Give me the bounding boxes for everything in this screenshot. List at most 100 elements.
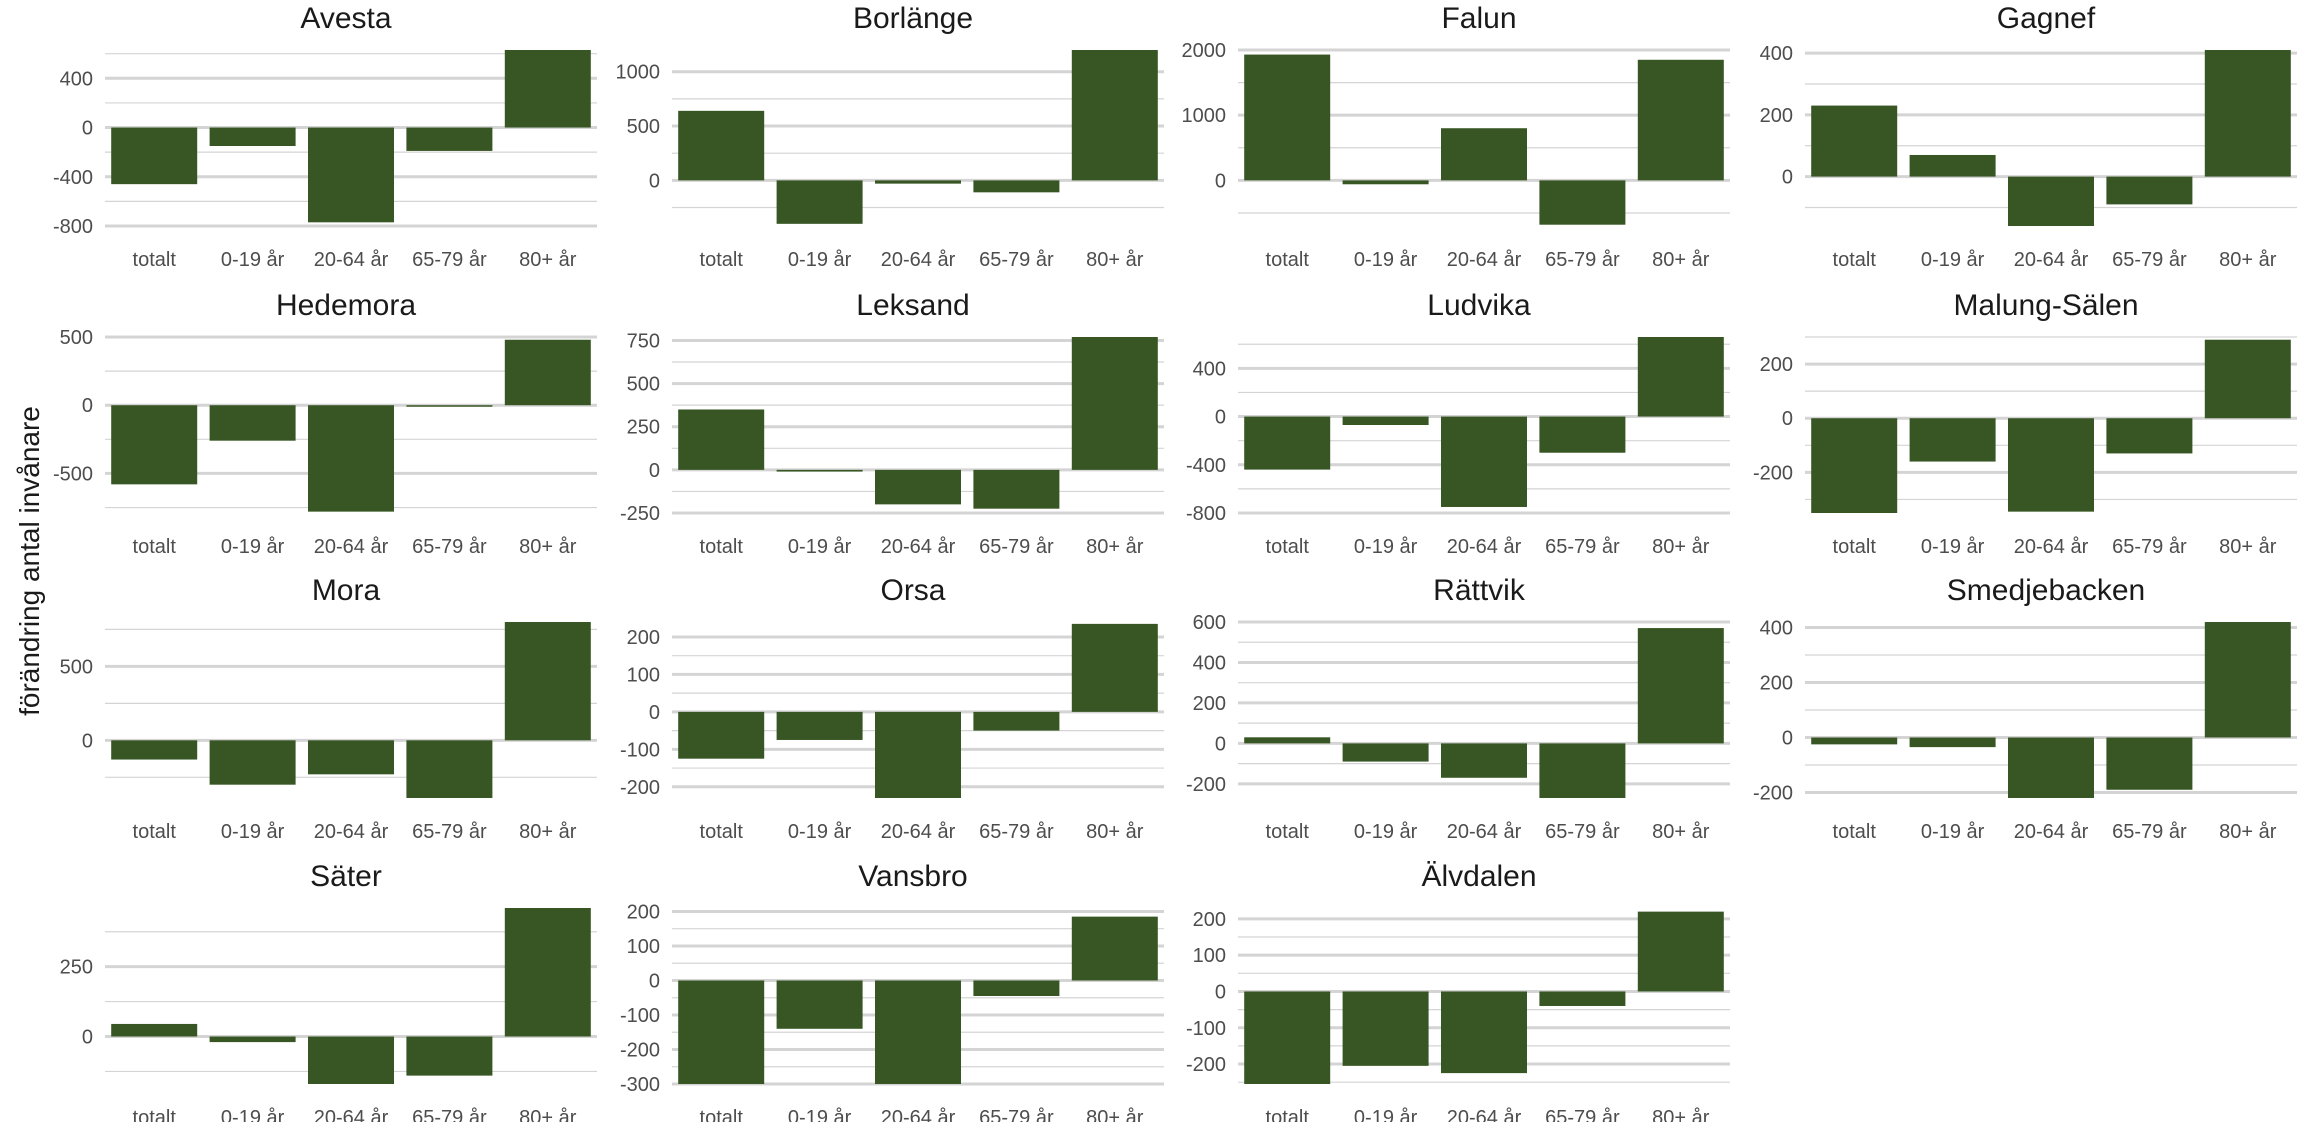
y-tick-label: 0 bbox=[1215, 170, 1226, 192]
bar bbox=[1342, 991, 1429, 1066]
bar bbox=[2106, 176, 2193, 205]
bar bbox=[678, 110, 765, 181]
x-tick-label: totalt bbox=[1266, 1107, 1310, 1122]
x-tick-label: 80+ år bbox=[1652, 1107, 1710, 1122]
x-tick-label: 0-19 år bbox=[221, 536, 285, 558]
x-tick-label: 0-19 år bbox=[1354, 249, 1418, 271]
bar bbox=[504, 622, 591, 741]
panel-title: Falun bbox=[1441, 2, 1516, 35]
bar bbox=[1539, 180, 1626, 225]
y-tick-label: 200 bbox=[1193, 909, 1226, 931]
bar bbox=[1637, 337, 1724, 417]
y-tick-label: -200 bbox=[1186, 1054, 1226, 1076]
bar bbox=[1342, 180, 1429, 185]
x-tick-label: totalt bbox=[133, 249, 177, 271]
x-tick-label: 20-64 år bbox=[881, 821, 956, 843]
panel-title: Ludvika bbox=[1427, 289, 1531, 322]
x-tick-label: 80+ år bbox=[1652, 821, 1710, 843]
bar bbox=[1244, 54, 1331, 181]
y-tick-label: 0 bbox=[649, 460, 660, 482]
bar bbox=[1539, 991, 1626, 1006]
bar bbox=[678, 980, 765, 1084]
bar bbox=[1071, 623, 1158, 712]
panel-title: Avesta bbox=[300, 2, 391, 35]
bar bbox=[1071, 50, 1158, 181]
y-tick-label: 500 bbox=[627, 374, 660, 396]
y-tick-label: -200 bbox=[1753, 783, 1793, 805]
bar bbox=[504, 50, 591, 128]
bar bbox=[406, 405, 493, 407]
y-tick-label: 0 bbox=[1782, 728, 1793, 750]
x-tick-label: 0-19 år bbox=[221, 249, 285, 271]
x-tick-label: 65-79 år bbox=[979, 821, 1054, 843]
y-tick-label: 1000 bbox=[616, 62, 661, 84]
bar bbox=[875, 711, 961, 798]
x-tick-label: totalt bbox=[1833, 821, 1877, 843]
bar bbox=[1909, 737, 1996, 748]
bar bbox=[1441, 991, 1527, 1074]
panel-title: Rättvik bbox=[1433, 574, 1526, 607]
bar bbox=[776, 980, 863, 1029]
bar bbox=[209, 405, 296, 441]
bar bbox=[111, 740, 198, 760]
bar bbox=[2106, 418, 2193, 454]
x-tick-label: totalt bbox=[1266, 821, 1310, 843]
bar bbox=[2008, 737, 2094, 798]
x-tick-label: 20-64 år bbox=[881, 1107, 956, 1122]
y-tick-label: 0 bbox=[1215, 981, 1226, 1003]
x-tick-label: 65-79 år bbox=[1545, 536, 1620, 558]
bar bbox=[2204, 339, 2291, 419]
bar bbox=[875, 469, 961, 505]
y-tick-label: 100 bbox=[627, 664, 660, 686]
bar bbox=[1441, 128, 1527, 181]
bar bbox=[504, 908, 591, 1037]
y-tick-label: 100 bbox=[1193, 945, 1226, 967]
bar bbox=[973, 711, 1060, 731]
y-tick-label: -250 bbox=[620, 503, 660, 525]
y-tick-label: 100 bbox=[627, 936, 660, 958]
x-tick-label: totalt bbox=[700, 536, 744, 558]
y-tick-label: 250 bbox=[627, 417, 660, 439]
x-tick-label: 65-79 år bbox=[2112, 536, 2187, 558]
y-tick-label: 250 bbox=[60, 957, 93, 979]
bar bbox=[1342, 743, 1429, 762]
x-tick-label: 20-64 år bbox=[1447, 249, 1522, 271]
x-tick-label: totalt bbox=[1833, 536, 1877, 558]
y-tick-label: 200 bbox=[627, 901, 660, 923]
bar bbox=[308, 405, 394, 512]
y-tick-label: -200 bbox=[1753, 462, 1793, 484]
y-tick-label: 200 bbox=[1193, 693, 1226, 715]
y-tick-label: -100 bbox=[1186, 1018, 1226, 1040]
x-tick-label: 65-79 år bbox=[1545, 821, 1620, 843]
bar bbox=[678, 711, 765, 759]
x-tick-label: 0-19 år bbox=[788, 1107, 852, 1122]
x-tick-label: 0-19 år bbox=[1354, 1107, 1418, 1122]
x-tick-label: 20-64 år bbox=[314, 1107, 389, 1122]
y-tick-label: 0 bbox=[1215, 407, 1226, 429]
y-tick-label: 0 bbox=[649, 970, 660, 992]
y-tick-label: 200 bbox=[1760, 673, 1793, 695]
y-tick-label: -800 bbox=[53, 216, 93, 238]
x-tick-label: 65-79 år bbox=[412, 1107, 487, 1122]
y-tick-label: 400 bbox=[1760, 43, 1793, 65]
x-tick-label: 65-79 år bbox=[412, 536, 487, 558]
bar bbox=[1909, 154, 1996, 177]
bar bbox=[1071, 337, 1158, 470]
y-tick-label: 500 bbox=[627, 116, 660, 138]
bar bbox=[973, 980, 1060, 996]
x-tick-label: 80+ år bbox=[1086, 536, 1144, 558]
x-tick-label: 20-64 år bbox=[1447, 821, 1522, 843]
panel-title: Gagnef bbox=[1997, 2, 2096, 35]
y-tick-label: 600 bbox=[1193, 612, 1226, 634]
y-tick-label: 400 bbox=[1193, 358, 1226, 380]
y-tick-label: -100 bbox=[620, 739, 660, 761]
x-tick-label: 20-64 år bbox=[2014, 821, 2089, 843]
y-tick-label: 0 bbox=[1782, 408, 1793, 430]
x-tick-label: 20-64 år bbox=[1447, 1107, 1522, 1122]
bar bbox=[209, 740, 296, 785]
x-tick-label: 65-79 år bbox=[1545, 1107, 1620, 1122]
x-tick-label: 80+ år bbox=[1086, 821, 1144, 843]
panel-title: Mora bbox=[312, 574, 381, 607]
x-tick-label: 80+ år bbox=[2219, 536, 2277, 558]
